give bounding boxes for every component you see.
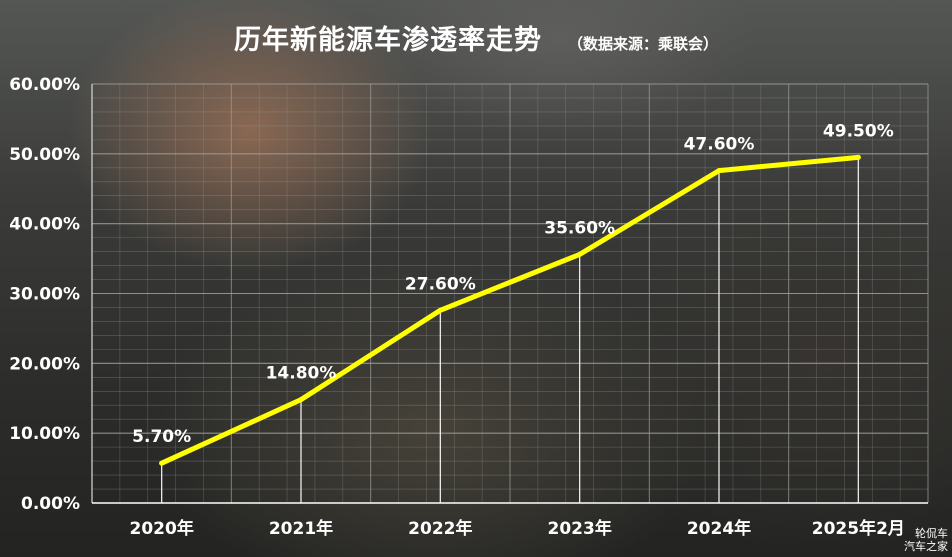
x-tick-label: 2024年 [687,518,751,539]
data-label: 49.50% [823,121,894,141]
x-tick-label: 2023年 [548,518,612,539]
y-tick-label: 50.00% [9,145,80,165]
data-label: 47.60% [684,135,755,155]
data-point [716,168,722,174]
axes: 0.00% 10.00% 20.00% 30.00% 40.00% 50.00% 60.00… [9,75,928,539]
y-tick-label: 20.00% [9,354,80,374]
data-label: 5.70% [132,427,191,447]
data-point [298,397,304,403]
x-tick-label: 2025年2月 [812,518,905,539]
chart-title: 历年新能源车渗透率走势 [233,25,542,56]
y-tick-label: 10.00% [9,424,80,444]
watermark-line-1: 轮侃车 [915,527,948,540]
y-tick-label: 0.00% [21,494,80,514]
chart-subtitle: （数据来源：乘联会） [567,35,718,53]
x-tick-label: 2021年 [269,518,333,539]
data-label: 27.60% [405,274,476,294]
watermark-line-2: 汽车之家 [904,540,948,553]
data-point [577,251,583,257]
chart-header: 历年新能源车渗透率走势 （数据来源：乘联会） [0,18,952,57]
y-tick-label: 60.00% [9,75,80,95]
data-label: 14.80% [266,364,337,384]
drop-lines [161,157,859,503]
grid [92,83,929,503]
x-tick-label: 2022年 [408,518,472,539]
series-line [159,154,861,466]
series [159,154,861,466]
watermark: 轮侃车 汽车之家 [904,527,948,553]
data-point [159,460,165,466]
y-tick-label: 40.00% [9,215,80,235]
data-point [855,154,861,160]
data-labels: 5.70% 14.80% 27.60% 35.60% 47.60% 49.50% [132,121,894,447]
data-point [437,307,443,313]
data-label: 35.60% [544,218,615,238]
x-tick-label: 2020年 [130,518,194,539]
y-tick-label: 30.00% [9,285,80,305]
